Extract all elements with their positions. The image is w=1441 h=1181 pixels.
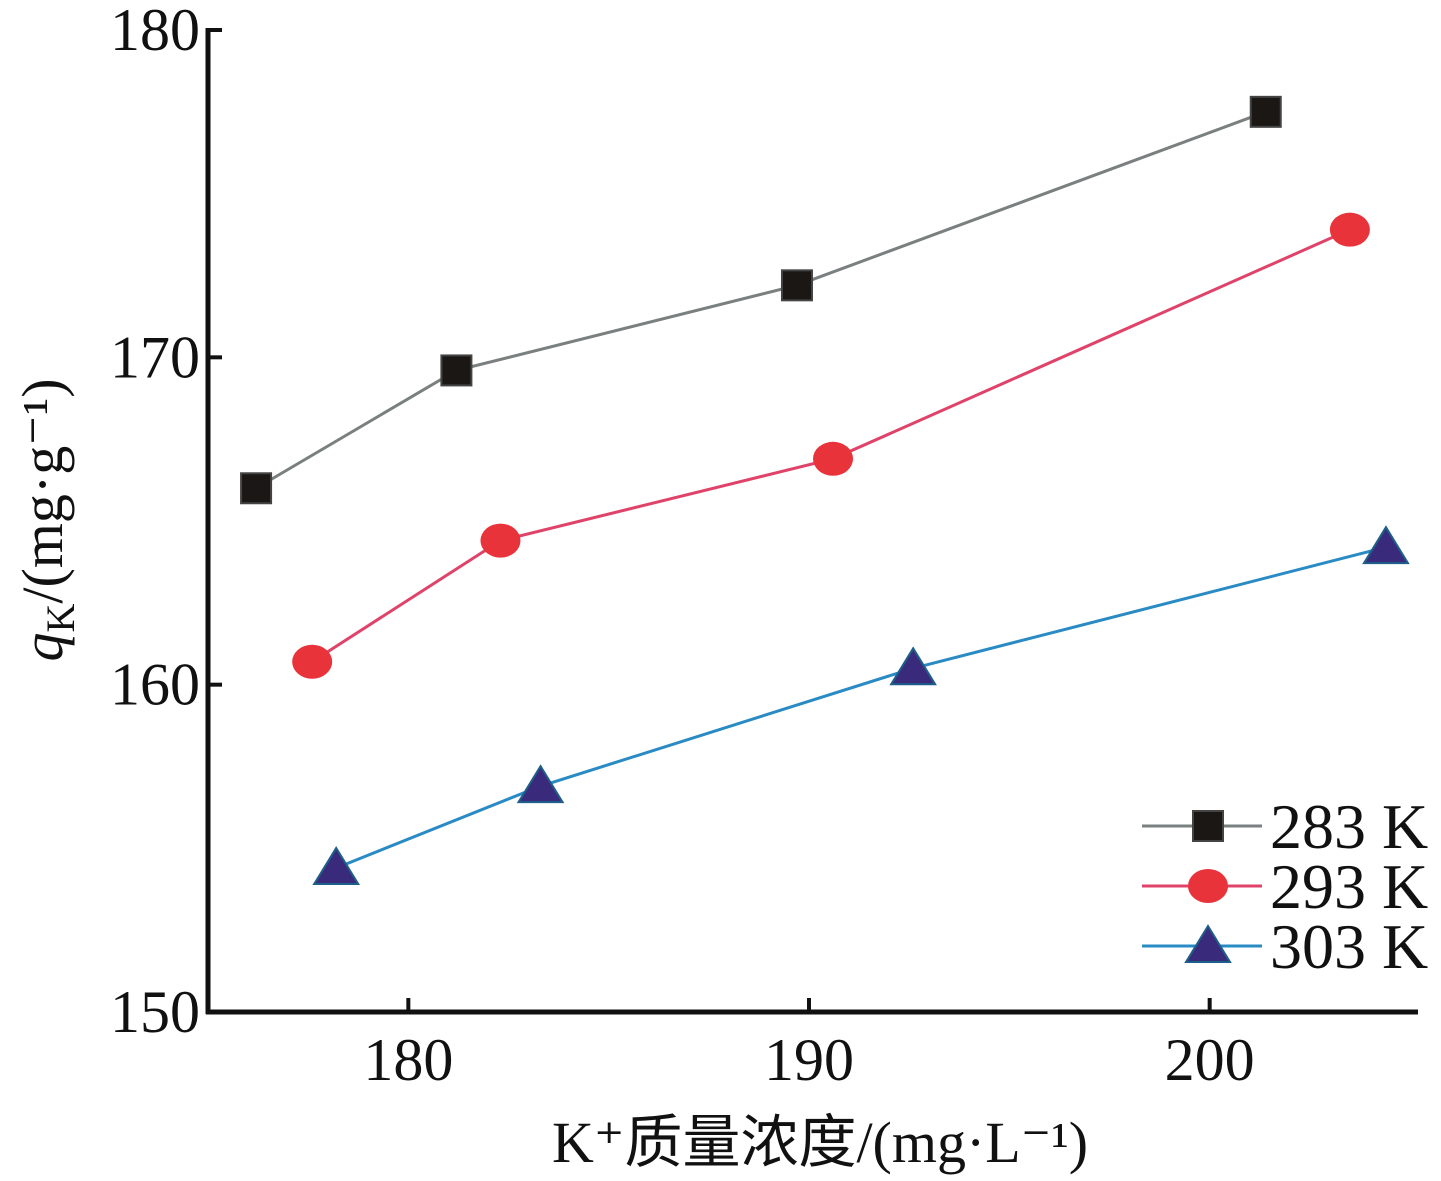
legend-item: 293 K <box>1142 851 1428 922</box>
legend-label: 283 K <box>1270 791 1428 862</box>
data-point-square <box>240 472 273 505</box>
y-axis-title-units: /(mg·g⁻¹) <box>10 378 75 603</box>
legend-item: 303 K <box>1142 911 1428 982</box>
data-point-square <box>1249 95 1282 128</box>
y-axis-title-symbol: q <box>10 633 75 662</box>
y-axis-title: qK/(mg·g⁻¹) <box>10 378 83 661</box>
y-tick-label: 180 <box>110 0 200 63</box>
y-tick-label: 160 <box>110 652 200 718</box>
series-293k <box>292 212 1370 679</box>
y-axis-title-subscript: K <box>38 604 83 633</box>
data-point-triangle <box>516 764 565 804</box>
axes: 150 160 170 180 180 190 200 <box>110 0 1418 1093</box>
x-tick-label: 190 <box>764 1027 854 1093</box>
x-tick-label: 200 <box>1165 1027 1255 1093</box>
series-283k <box>240 95 1282 505</box>
x-tick-label: 180 <box>363 1027 453 1093</box>
data-point-circle <box>292 644 333 679</box>
series-line <box>335 545 1387 870</box>
legend-label: 293 K <box>1270 851 1428 922</box>
legend-marker-circle <box>1188 869 1228 903</box>
series-303k <box>312 525 1410 885</box>
legend-marker-square <box>1192 810 1224 842</box>
y-tick-label: 150 <box>110 979 200 1045</box>
legend-marker-triangle <box>1184 924 1232 963</box>
data-point-square <box>440 354 473 387</box>
data-point-circle <box>1329 212 1370 247</box>
data-point-circle <box>480 523 521 558</box>
data-point-circle <box>813 441 854 476</box>
x-axis-title: K⁺质量浓度/(mg·L⁻¹) <box>552 1110 1088 1175</box>
legend-label: 303 K <box>1270 911 1428 982</box>
data-point-square <box>780 269 813 302</box>
legend-item: 283 K <box>1142 791 1428 862</box>
series-line <box>311 228 1351 664</box>
y-tick-label: 170 <box>110 324 200 390</box>
data-point-triangle <box>312 846 360 885</box>
series-line <box>255 110 1267 490</box>
data-point-triangle <box>889 646 937 686</box>
data-point-triangle <box>1362 525 1410 565</box>
series-layer <box>240 95 1410 885</box>
